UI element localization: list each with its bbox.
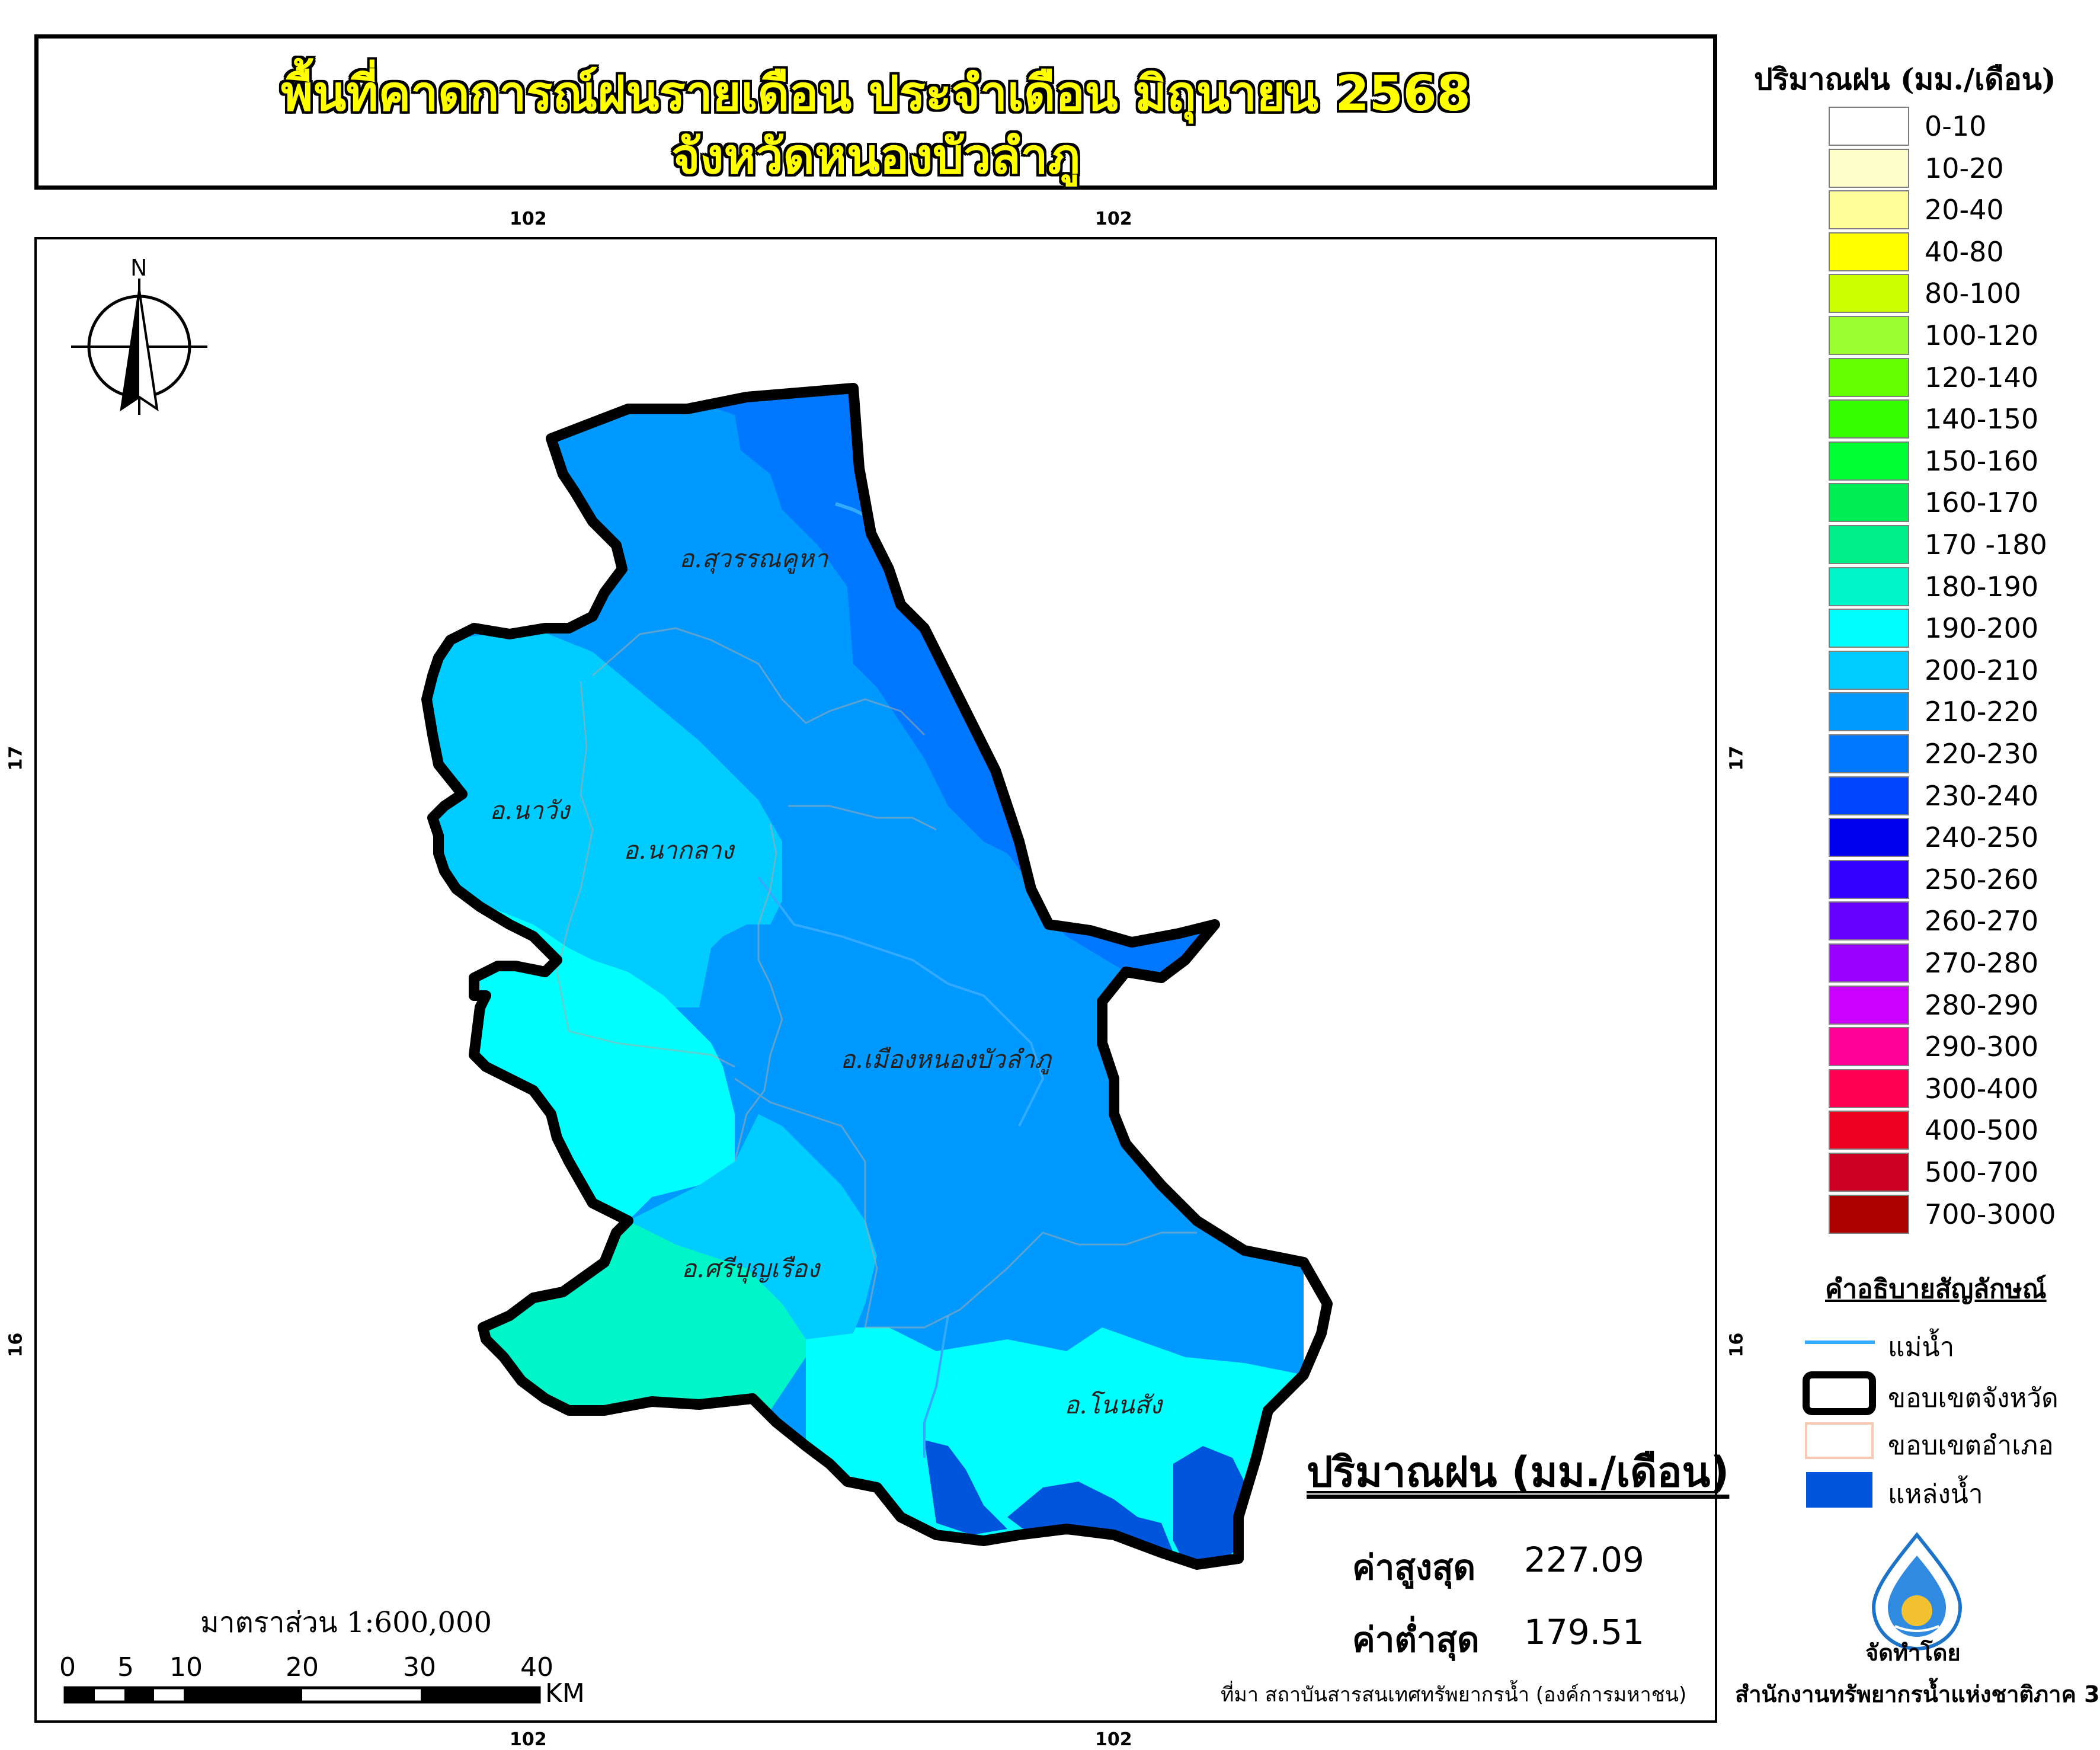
symbol-label-water-body: แหล่งน้ำ bbox=[1888, 1479, 1983, 1509]
legend-label: 100-120 bbox=[1925, 319, 2039, 351]
district-label-siboonrueang: อ.ศรีบุญเรือง bbox=[681, 1254, 819, 1283]
legend-swatch bbox=[1829, 274, 1909, 313]
district-label-mueang: อ.เมืองหนองบัวลำภู bbox=[840, 1045, 1051, 1074]
district-label-nonsang: อ.โนนสัง bbox=[1064, 1390, 1162, 1419]
legend-label: 240-250 bbox=[1925, 821, 2039, 854]
coord-bottom-right: 102 bbox=[1095, 1729, 1132, 1750]
coord-top-left: 102 bbox=[510, 209, 547, 229]
scale-tick-10: 10 bbox=[169, 1652, 203, 1682]
legend-label: 140-150 bbox=[1925, 403, 2039, 436]
legend-swatch bbox=[1829, 567, 1909, 606]
legend-swatch bbox=[1829, 1111, 1909, 1150]
map-frame bbox=[34, 237, 1717, 1723]
scale-tick-40: 40 bbox=[520, 1652, 553, 1682]
scale-tick-5: 5 bbox=[117, 1652, 134, 1682]
north-arrow-icon bbox=[71, 279, 207, 415]
title-box: พื้นที่คาดการณ์ฝนรายเดือน ประจำเดือน มิถ… bbox=[34, 34, 1717, 190]
legend-label: 290-300 bbox=[1925, 1031, 2039, 1063]
legend-label: 230-240 bbox=[1925, 779, 2039, 812]
legend-swatch bbox=[1829, 1153, 1909, 1192]
legend-swatch bbox=[1829, 357, 1909, 397]
legend-swatch bbox=[1829, 609, 1909, 648]
legend-label: 270-280 bbox=[1925, 947, 2039, 979]
legend-swatch bbox=[1829, 107, 1909, 146]
legend-label: 160-170 bbox=[1925, 487, 2039, 519]
stat-min-label: ค่าต่ำสุด bbox=[1352, 1620, 1480, 1660]
legend-swatch bbox=[1829, 1068, 1909, 1108]
scale-tick-30: 30 bbox=[403, 1652, 436, 1682]
maker-label: จัดทำโดย bbox=[1865, 1640, 1961, 1666]
stat-min-value: 179.51 bbox=[1524, 1612, 1644, 1652]
legend-swatch bbox=[1829, 441, 1909, 481]
legend-swatch bbox=[1829, 1194, 1909, 1234]
legend-label: 200-210 bbox=[1925, 654, 2039, 686]
stat-max-label: ค่าสูงสุด bbox=[1352, 1547, 1476, 1588]
legend-label: 250-260 bbox=[1925, 863, 2039, 895]
scale-ratio: มาตราส่วน 1:600,000 bbox=[200, 1606, 492, 1639]
legend-swatch bbox=[1829, 901, 1909, 941]
legend-label: 210-220 bbox=[1925, 696, 2039, 728]
legend-swatch bbox=[1829, 734, 1909, 773]
legend-label: 170 -180 bbox=[1925, 529, 2047, 561]
legend-swatch bbox=[1829, 190, 1909, 230]
legend-swatch bbox=[1829, 1027, 1909, 1067]
legend-label: 80-100 bbox=[1925, 277, 2021, 310]
legend-label: 400-500 bbox=[1925, 1114, 2039, 1147]
legend-label: 0-10 bbox=[1925, 110, 1987, 142]
legend-label: 300-400 bbox=[1925, 1072, 2039, 1105]
symbol-label-district-boundary: ขอบเขตอำเภอ bbox=[1888, 1431, 2054, 1461]
stats-heading: ปริมาณฝน (มม./เดือน) bbox=[1307, 1448, 1730, 1496]
legend-label: 40-80 bbox=[1925, 235, 2004, 268]
legend-swatch bbox=[1829, 943, 1909, 983]
agency-logo bbox=[1871, 1532, 1963, 1651]
legend-label: 280-290 bbox=[1925, 988, 2039, 1021]
stat-max-value: 227.09 bbox=[1524, 1540, 1644, 1580]
legend-swatch bbox=[1829, 650, 1909, 690]
scale-unit: KM bbox=[545, 1678, 585, 1709]
legend-label: 190-200 bbox=[1925, 612, 2039, 645]
legend-title: ปริมาณฝน (มม./เดือน) bbox=[1754, 62, 2056, 97]
legend-label: 150-160 bbox=[1925, 444, 2039, 477]
legend-swatch bbox=[1829, 776, 1909, 815]
symbol-label-river: แม่น้ำ bbox=[1888, 1332, 1955, 1362]
coord-bottom-left: 102 bbox=[510, 1729, 547, 1750]
legend-swatch bbox=[1829, 692, 1909, 732]
legend-swatch bbox=[1829, 818, 1909, 858]
legend-swatch bbox=[1829, 525, 1909, 564]
legend-swatch bbox=[1829, 985, 1909, 1025]
legend-label: 180-190 bbox=[1925, 570, 2039, 603]
legend-swatch bbox=[1829, 859, 1909, 899]
legend-swatch bbox=[1829, 148, 1909, 188]
legend-label: 220-230 bbox=[1925, 738, 2039, 770]
legend-label: 500-700 bbox=[1925, 1156, 2039, 1188]
map-title: พื้นที่คาดการณ์ฝนรายเดือน ประจำเดือน มิถ… bbox=[281, 66, 1471, 122]
legend-label: 700-3000 bbox=[1925, 1198, 2056, 1230]
source-note: ที่มา สถาบันสารสนเทศทรัพยากรน้ำ (องค์การ… bbox=[1221, 1683, 1687, 1707]
symbol-label-province-boundary: ขอบเขตจังหวัด bbox=[1888, 1383, 2059, 1413]
legend-swatch bbox=[1829, 399, 1909, 439]
legend-label: 260-270 bbox=[1925, 905, 2039, 938]
maker-org: สำนักงานทรัพยากรน้ำแห่งชาติภาค 3 bbox=[1735, 1681, 2100, 1707]
district-label-naklang: อ.นากลาง bbox=[623, 836, 734, 865]
legend-label: 120-140 bbox=[1925, 361, 2039, 393]
north-label: N bbox=[130, 255, 148, 281]
symbol-legend-title: คำอธิบายสัญลักษณ์ bbox=[1825, 1274, 2047, 1304]
scale-tick-0: 0 bbox=[59, 1652, 76, 1682]
coord-top-right: 102 bbox=[1095, 209, 1132, 229]
legend-label: 20-40 bbox=[1925, 194, 2004, 226]
scale-bar bbox=[63, 1686, 541, 1704]
district-label-suwannakhuha: อ.สุวรรณคูหา bbox=[679, 544, 828, 573]
district-label-nawang: อ.นาวัง bbox=[489, 796, 569, 825]
scale-tick-20: 20 bbox=[286, 1652, 319, 1682]
legend-swatch bbox=[1829, 232, 1909, 271]
legend-swatch bbox=[1829, 483, 1909, 523]
map-subtitle: จังหวัดหนองบัวลำภู bbox=[671, 129, 1080, 185]
legend-swatch bbox=[1829, 316, 1909, 355]
legend-label: 10-20 bbox=[1925, 152, 2004, 184]
